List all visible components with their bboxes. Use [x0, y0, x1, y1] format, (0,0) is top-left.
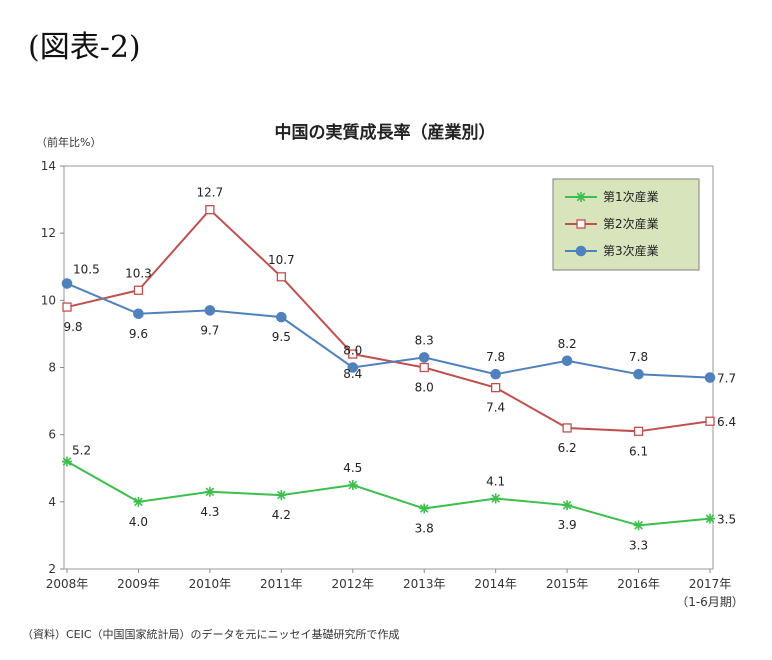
- series-1-point: [705, 513, 715, 524]
- series-2-data-label: 6.1: [629, 444, 648, 458]
- x-tick-label: 2016年: [617, 577, 660, 591]
- series-2-data-label: 12.7: [197, 186, 224, 200]
- series-2-point: [62, 302, 72, 312]
- series-2-data-label: 8.4: [343, 367, 362, 381]
- series-layer: [61, 205, 716, 531]
- series-1-point: [276, 490, 287, 501]
- legend-item-3-marker-point: [575, 245, 587, 257]
- legend-item-label: 第1次産業: [603, 189, 659, 204]
- series-2-data-label: 8.0: [415, 381, 434, 395]
- y-tick-label: 2: [48, 562, 56, 576]
- series-1-data-label: 4.2: [272, 508, 291, 522]
- legend-item-2-marker-point: [576, 219, 586, 229]
- y-tick-label: 6: [48, 428, 56, 442]
- series-3-data-label: 8.2: [558, 337, 577, 351]
- series-1-data-label: 3.3: [629, 538, 648, 552]
- series-2-data-label: 9.8: [63, 320, 82, 334]
- y-tick-label: 8: [48, 361, 56, 375]
- series-1-data-label: 5.2: [72, 444, 91, 458]
- series-2-point: [348, 349, 358, 359]
- series-1-point: [62, 456, 72, 467]
- series-2-data-label: 7.4: [486, 401, 505, 415]
- series-1-point: [490, 493, 501, 504]
- x-tick-label: 2014年: [474, 577, 517, 591]
- series-2-point: [562, 423, 572, 433]
- series-1-point: [562, 500, 573, 511]
- series-2-data-label: 6.4: [717, 415, 736, 429]
- series-3-point: [704, 372, 716, 383]
- series-3-point: [61, 278, 73, 289]
- series-3-data-label: 8.3: [415, 333, 434, 347]
- x-tick-label: 2009年: [117, 577, 160, 591]
- series-1-point: [633, 520, 644, 531]
- series-1-data-label: 4.3: [200, 505, 219, 519]
- series-1-data-label: 4.5: [343, 461, 362, 475]
- x-tick-label: 2017年: [689, 577, 732, 591]
- series-3-point: [490, 368, 501, 380]
- series-3-data-label: 7.8: [629, 350, 648, 364]
- series-3-data-label: 10.5: [73, 263, 100, 277]
- legend-item-label: 第3次産業: [603, 243, 659, 258]
- series-2-point: [276, 272, 286, 282]
- series-1-data-label: 3.8: [415, 522, 434, 536]
- series-1-point: [347, 480, 358, 491]
- x-tick-label: 2010年: [189, 577, 232, 591]
- source-note: （資料）CEIC（中国国家統計局）のデータを元にニッセイ基礎研究所で作成: [22, 627, 400, 641]
- series-1-line: [66, 460, 711, 527]
- series-3-data-label: 7.8: [486, 350, 505, 364]
- series-2-data-label: 10.3: [125, 266, 152, 280]
- series-3-point: [633, 368, 644, 380]
- series-3-data-label: 9.6: [129, 327, 148, 341]
- series-3-point: [347, 362, 359, 373]
- series-1-data-label: 3.9: [558, 518, 577, 532]
- series-3-point: [204, 305, 216, 316]
- series-2-point: [491, 382, 501, 393]
- y-tick-label: 4: [48, 495, 56, 509]
- x-tick-label: 2015年: [546, 577, 589, 591]
- series-2-point: [133, 285, 144, 295]
- x-tick-sublabel: （1-6月期）: [676, 595, 744, 609]
- series-2-point: [205, 205, 215, 215]
- series-3-data-label: 7.7: [717, 372, 736, 386]
- y-tick-label: 14: [41, 159, 56, 173]
- series-2-line: [66, 208, 711, 433]
- legend-item-label: 第2次産業: [603, 216, 659, 231]
- series-3-data-label: 9.5: [272, 330, 291, 344]
- series-3-point: [133, 308, 144, 320]
- axes: 2 4 6 8 10 12 14 2008年 2009年 2010年 2011年 2012年 2013年…: [41, 159, 744, 609]
- x-tick-label: 2013年: [403, 577, 446, 591]
- series-1-data-label: 4.0: [129, 515, 148, 529]
- x-tick-label: 2012年: [332, 577, 375, 591]
- series-3-data-label: 8.0: [343, 344, 362, 358]
- series-1-point: [204, 486, 215, 497]
- series-3-point: [418, 352, 430, 363]
- series-3-point: [561, 355, 573, 367]
- series-1-point: [419, 503, 430, 514]
- series-2-point: [633, 426, 644, 436]
- legend-item-1-marker-point: [576, 192, 586, 202]
- series-2-point: [705, 416, 715, 426]
- series-3-line: [66, 282, 711, 379]
- series-1-data-label: 4.1: [486, 474, 505, 488]
- figure-label: (図表-2): [28, 30, 141, 65]
- series-1-data-label: 3.5: [717, 513, 736, 527]
- series-1-point: [133, 496, 144, 507]
- series-2-data-label: 6.2: [558, 441, 577, 455]
- y-axis-unit-label: （前年比%）: [36, 135, 101, 149]
- data-labels: 5.2 4.0 4.3 4.2 4.5 3.8 4.1 3.9 3.3 3.5 9.8 10.3 12.…: [63, 186, 736, 553]
- y-tick-label: 12: [41, 226, 56, 240]
- x-tick-label: 2008年: [46, 577, 89, 591]
- series-2-point: [419, 362, 429, 373]
- series-2-data-label: 10.7: [268, 253, 295, 267]
- chart-title: 中国の実質成長率（産業別）: [275, 122, 496, 143]
- x-tick-label: 2011年: [260, 577, 303, 591]
- y-tick-label: 10: [41, 293, 56, 307]
- series-3-point: [276, 311, 287, 323]
- series-3-data-label: 9.7: [200, 323, 219, 337]
